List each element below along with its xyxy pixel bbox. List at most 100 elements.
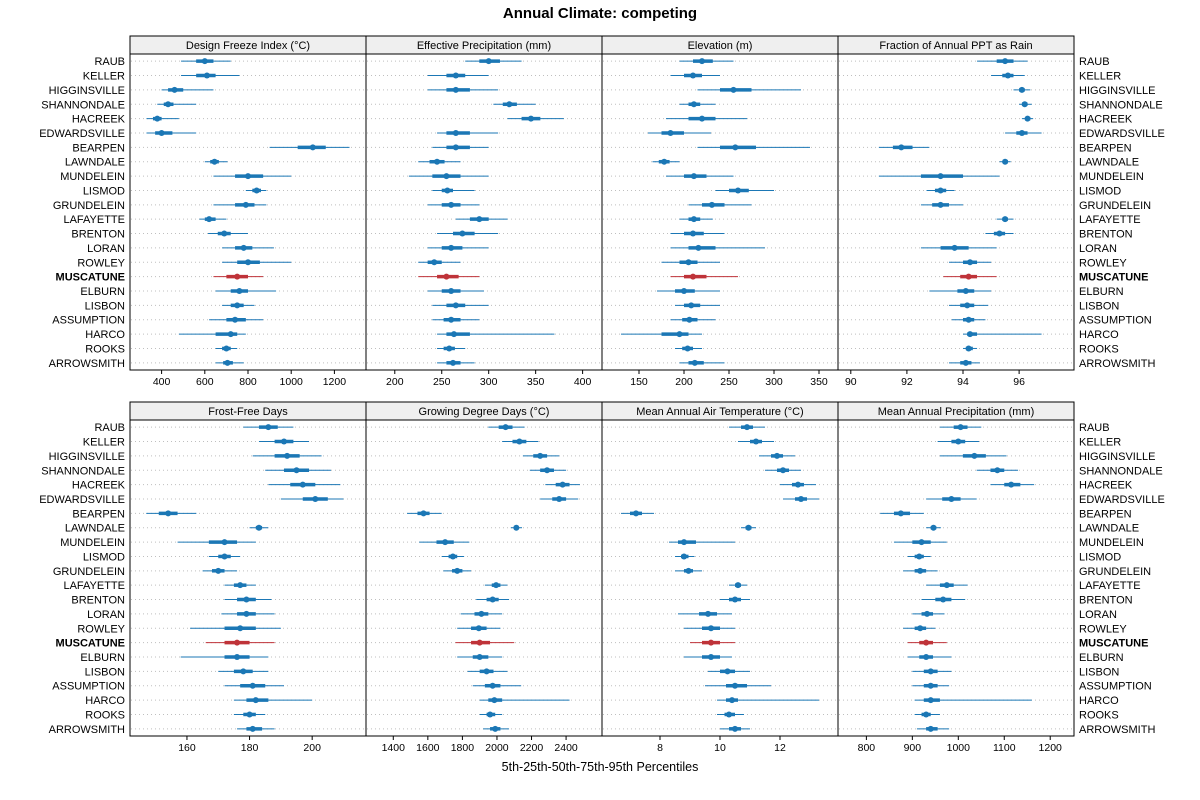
series-shannondale	[529, 467, 567, 474]
series-assumption	[432, 316, 480, 323]
median-dot	[699, 115, 705, 122]
series-harco	[717, 697, 819, 704]
series-assumption	[912, 682, 950, 689]
panel-border	[601, 53, 839, 371]
station-label-right-bearpen: BEARPEN	[1079, 142, 1132, 154]
axis-tick-label: 2000	[485, 742, 509, 754]
panel-effective-precipitation-mm: Effective Precipitation (mm) 200 250 300 350…	[365, 35, 603, 388]
series-mundelein	[213, 173, 292, 180]
median-dot	[449, 553, 456, 560]
median-dot	[732, 682, 738, 689]
median-dot	[201, 58, 208, 65]
station-label-left-raub: RAUB	[94, 422, 125, 434]
median-dot	[924, 610, 931, 617]
panel-strip-title: Fraction of Annual PPT as Rain	[879, 40, 1032, 52]
series-hacreek	[146, 115, 179, 122]
median-dot	[967, 259, 974, 266]
station-label-left-rooks: ROOKS	[85, 709, 125, 721]
median-dot	[690, 173, 697, 180]
median-dot	[450, 359, 457, 366]
series-rowley	[661, 259, 720, 266]
median-dot	[965, 345, 972, 352]
series-lafayette	[224, 582, 256, 589]
median-dot	[234, 654, 241, 660]
station-label-right-harco: HARCO	[1079, 329, 1119, 341]
series-lismod	[675, 553, 695, 560]
median-dot	[1018, 86, 1025, 93]
station-label-right-arrowsmith: ARROWSMITH	[1079, 724, 1155, 736]
series-bearpen	[269, 144, 350, 151]
panel-strip-title: Design Freeze Index (°C)	[186, 40, 310, 52]
median-dot	[443, 173, 450, 180]
station-label-right-shannondale: SHANNONDALE	[1079, 465, 1163, 477]
series-rooks	[675, 345, 702, 352]
series-loran	[670, 244, 765, 251]
series-lismod	[907, 553, 931, 560]
series-lafayette	[484, 582, 508, 589]
station-label-right-rowley: ROWLEY	[1079, 257, 1127, 269]
series-mundelein	[666, 173, 734, 180]
station-label-right-raub: RAUB	[1079, 56, 1110, 68]
series-brenton	[985, 230, 1014, 237]
median-dot	[253, 187, 260, 194]
series-harco	[437, 331, 555, 338]
median-dot	[691, 359, 698, 366]
median-dot	[930, 524, 937, 531]
series-rooks	[437, 345, 466, 352]
series-rowley	[948, 259, 992, 266]
series-rooks	[717, 711, 744, 718]
station-label-left-muscatune: MUSCATUNE	[56, 638, 125, 650]
series-edwardsville	[648, 130, 711, 136]
median-dot	[293, 467, 300, 474]
median-dot	[215, 567, 222, 574]
series-raub	[243, 424, 294, 431]
series-lismod	[432, 187, 475, 194]
median-dot	[489, 596, 496, 603]
station-label-left-higginsville: HIGGINSVILLE	[49, 85, 125, 97]
series-harco	[479, 697, 570, 704]
series-shannondale	[157, 101, 197, 108]
median-dot	[165, 510, 172, 517]
series-hacreek	[268, 481, 341, 488]
median-dot	[443, 273, 450, 280]
series-grundelein	[688, 201, 752, 208]
series-mundelein	[177, 539, 256, 546]
series-bearpen	[146, 510, 197, 517]
median-dot	[965, 316, 972, 323]
series-lawndale	[204, 158, 228, 165]
series-muscatune	[455, 639, 515, 646]
median-dot	[492, 725, 499, 732]
median-dot	[937, 173, 944, 180]
series-assumption	[670, 316, 716, 323]
median-dot	[242, 201, 249, 208]
median-dot	[897, 510, 904, 517]
series-arrowsmith	[916, 725, 950, 732]
series-assumption	[224, 682, 284, 689]
series-bearpen	[621, 510, 654, 517]
median-dot	[448, 288, 455, 294]
median-dot	[965, 273, 972, 280]
median-dot	[206, 216, 213, 223]
median-dot	[705, 610, 711, 617]
median-dot	[243, 596, 250, 603]
series-rooks	[215, 345, 238, 352]
series-higginsville	[759, 452, 795, 459]
median-dot	[695, 244, 702, 251]
series-lisbon	[708, 668, 750, 675]
series-muscatune	[907, 639, 947, 646]
series-shannondale	[765, 467, 801, 474]
station-label-left-lismod: LISMOD	[83, 551, 125, 563]
station-label-right-higginsville: HIGGINSVILLE	[1079, 85, 1155, 97]
series-arrowsmith	[237, 725, 275, 732]
median-dot	[265, 424, 272, 431]
median-dot	[971, 452, 978, 459]
series-lafayette	[996, 216, 1014, 223]
series-lismod	[441, 553, 465, 560]
median-dot	[475, 625, 482, 632]
axis-tick-label: 10	[714, 742, 726, 754]
station-label-right-grundelein: GRUNDELEIN	[1079, 566, 1151, 578]
station-label-left-elburn: ELBURN	[80, 286, 125, 298]
series-shannondale	[1019, 101, 1032, 108]
median-dot	[452, 302, 459, 309]
station-label-right-elburn: ELBURN	[1079, 286, 1124, 298]
